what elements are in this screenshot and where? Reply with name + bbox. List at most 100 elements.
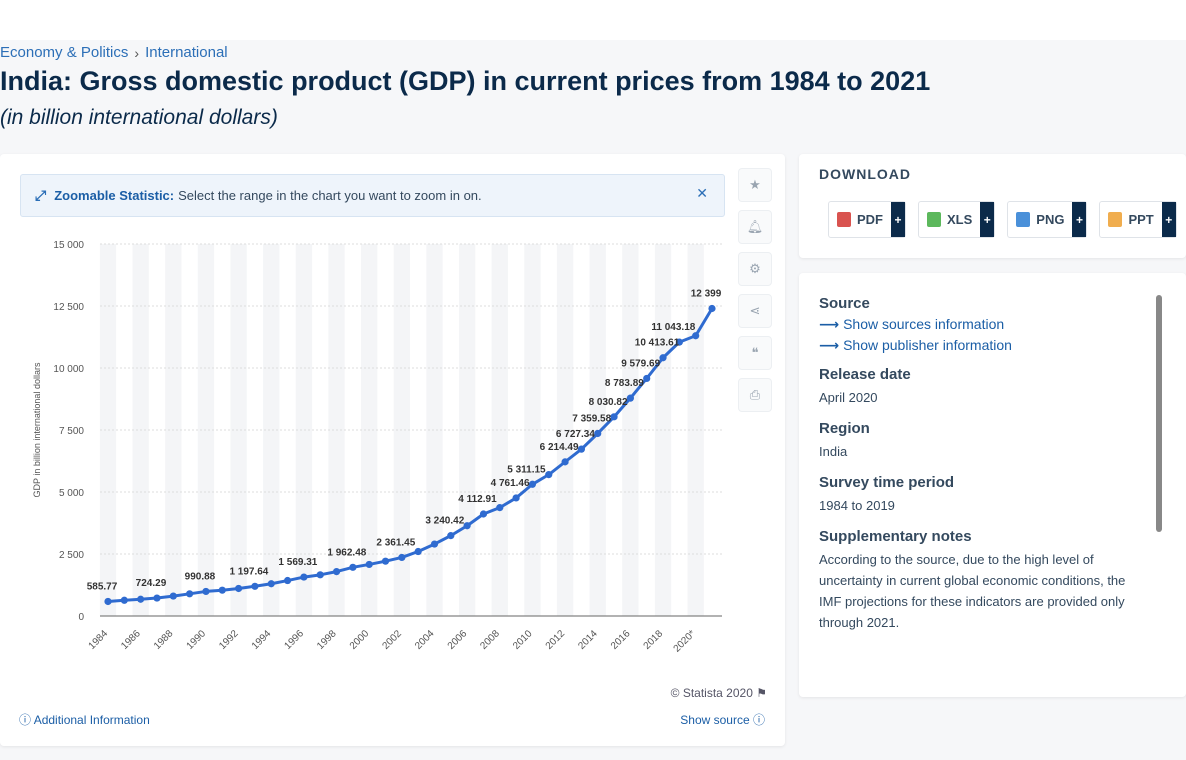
- x-tick-label: 2006: [446, 628, 470, 652]
- supplementary-notes-heading: Supplementary notes: [819, 528, 972, 545]
- page-title: India: Gross domestic product (GDP) in c…: [0, 66, 931, 96]
- column-band: [230, 244, 247, 616]
- y-tick-label: 10 000: [53, 364, 84, 375]
- share-icon[interactable]: ⋖: [738, 294, 772, 328]
- data-point: [398, 553, 406, 562]
- data-point: [675, 338, 683, 346]
- gear-icon[interactable]: ⚙: [738, 252, 772, 286]
- data-label: 12 399: [691, 289, 722, 300]
- data-point: [626, 394, 634, 402]
- x-tick-label: 1992: [217, 628, 241, 652]
- data-point: [218, 586, 226, 594]
- data-point: [332, 568, 341, 576]
- info-card: Source ⟶ Show sources information ⟶ Show p…: [799, 273, 1186, 697]
- data-point: [447, 532, 455, 540]
- x-tick-label: 1996: [283, 628, 307, 652]
- download-card: DOWNLOAD PDF + XLS + PNG + PPT +: [799, 154, 1186, 258]
- data-point: [283, 576, 292, 585]
- plus-icon: +: [891, 202, 905, 237]
- show-publisher-link[interactable]: ⟶ Show publisher information: [819, 337, 1012, 353]
- supplementary-notes-value: According to the source, due to the high…: [819, 552, 1126, 630]
- data-label: 6 727.34: [556, 429, 595, 440]
- info-scrollbar[interactable]: [1156, 295, 1162, 532]
- png-file-icon: [1016, 212, 1031, 227]
- download-label: PPT: [1128, 212, 1154, 227]
- show-sources-link[interactable]: ⟶ Show sources information: [819, 316, 1005, 332]
- x-tick-label: 2012: [544, 628, 568, 652]
- download-xls-button[interactable]: XLS +: [918, 201, 996, 238]
- source-heading: Source: [819, 295, 870, 312]
- y-tick-label: 15 000: [53, 240, 84, 251]
- zoom-text: Select the range in the chart you want t…: [178, 188, 482, 203]
- data-label: 1 197.64: [229, 566, 268, 577]
- additional-information-link[interactable]: ⓘ Additional Information: [19, 713, 150, 727]
- data-point: [708, 304, 716, 313]
- download-label: XLS: [947, 212, 973, 227]
- flag-icon[interactable]: ⚑: [756, 686, 767, 700]
- data-point: [659, 354, 667, 362]
- x-tick-label: 2008: [478, 628, 502, 652]
- data-label: 4 112.91: [458, 494, 497, 505]
- info-icon: ⓘ: [19, 713, 32, 727]
- bell-icon[interactable]: 🔔︎: [738, 210, 772, 244]
- plus-icon: +: [1161, 202, 1176, 237]
- data-label: 990.88: [185, 571, 216, 582]
- gdp-line-chart[interactable]: 0 2 500 5 000 7 500 10 000 12 500 15 000 GDP in…: [0, 224, 730, 684]
- data-label: 724.29: [136, 578, 167, 589]
- data-point: [234, 584, 243, 593]
- x-tick-label: 1984: [87, 628, 111, 652]
- download-pdf-button[interactable]: PDF +: [828, 201, 906, 238]
- data-label: 5 311.15: [507, 464, 546, 475]
- y-tick-label: 0: [78, 612, 84, 623]
- data-point: [512, 494, 520, 502]
- data-label: 10 413.61: [635, 338, 680, 349]
- data-label: 1 569.31: [278, 557, 317, 568]
- column-band: [426, 244, 443, 616]
- xls-file-icon: [927, 212, 941, 227]
- data-label: 585.77: [87, 581, 118, 592]
- x-tick-label: 1998: [315, 628, 339, 652]
- download-label: PDF: [857, 212, 883, 227]
- region-heading: Region: [819, 420, 870, 437]
- download-buttons: PDF + XLS + PNG + PPT +: [828, 201, 1177, 238]
- download-title: DOWNLOAD: [819, 166, 911, 182]
- data-label: 1 962.48: [327, 547, 366, 558]
- breadcrumb-economy-link[interactable]: Economy & Politics: [0, 44, 129, 61]
- release-date-heading: Release date: [819, 366, 911, 383]
- download-label: PNG: [1036, 212, 1065, 227]
- data-point: [479, 510, 488, 518]
- x-tick-label: 2010: [511, 628, 535, 652]
- x-tick-label: 2002: [380, 628, 404, 652]
- data-point: [594, 429, 602, 438]
- show-source-link[interactable]: Show source ⓘ: [680, 713, 765, 727]
- top-header-strip: [0, 0, 1186, 40]
- data-point: [153, 594, 161, 602]
- data-point: [202, 587, 210, 596]
- chart-card: ⤢ Zoomable Statistic: Select the range i…: [0, 154, 785, 746]
- x-tick-label: 2020*: [672, 628, 698, 654]
- y-tick-label: 7 500: [59, 426, 84, 437]
- data-point: [610, 413, 618, 421]
- column-band: [263, 244, 280, 616]
- data-point: [349, 563, 357, 571]
- print-icon[interactable]: ⎙: [738, 378, 772, 412]
- x-tick-label: 1990: [185, 628, 209, 652]
- data-point: [104, 597, 112, 606]
- download-ppt-button[interactable]: PPT +: [1099, 201, 1177, 238]
- data-label: 9 579.69: [621, 358, 660, 369]
- data-point: [316, 571, 324, 579]
- download-png-button[interactable]: PNG +: [1007, 201, 1088, 238]
- data-point: [528, 480, 537, 488]
- info-icon: ⓘ: [752, 713, 765, 727]
- survey-period-value: 1984 to 2019: [819, 498, 895, 513]
- data-point: [496, 504, 504, 512]
- data-label: 11 043.18: [651, 322, 695, 333]
- data-point: [463, 522, 471, 530]
- quote-icon[interactable]: ❝: [738, 336, 772, 370]
- close-icon[interactable]: ✕: [696, 185, 708, 201]
- star-icon[interactable]: ★: [738, 168, 772, 202]
- data-point: [545, 471, 553, 479]
- page-subtitle: (in billion international dollars): [0, 106, 278, 129]
- breadcrumb-international-link[interactable]: International: [145, 44, 228, 61]
- data-point: [186, 590, 194, 598]
